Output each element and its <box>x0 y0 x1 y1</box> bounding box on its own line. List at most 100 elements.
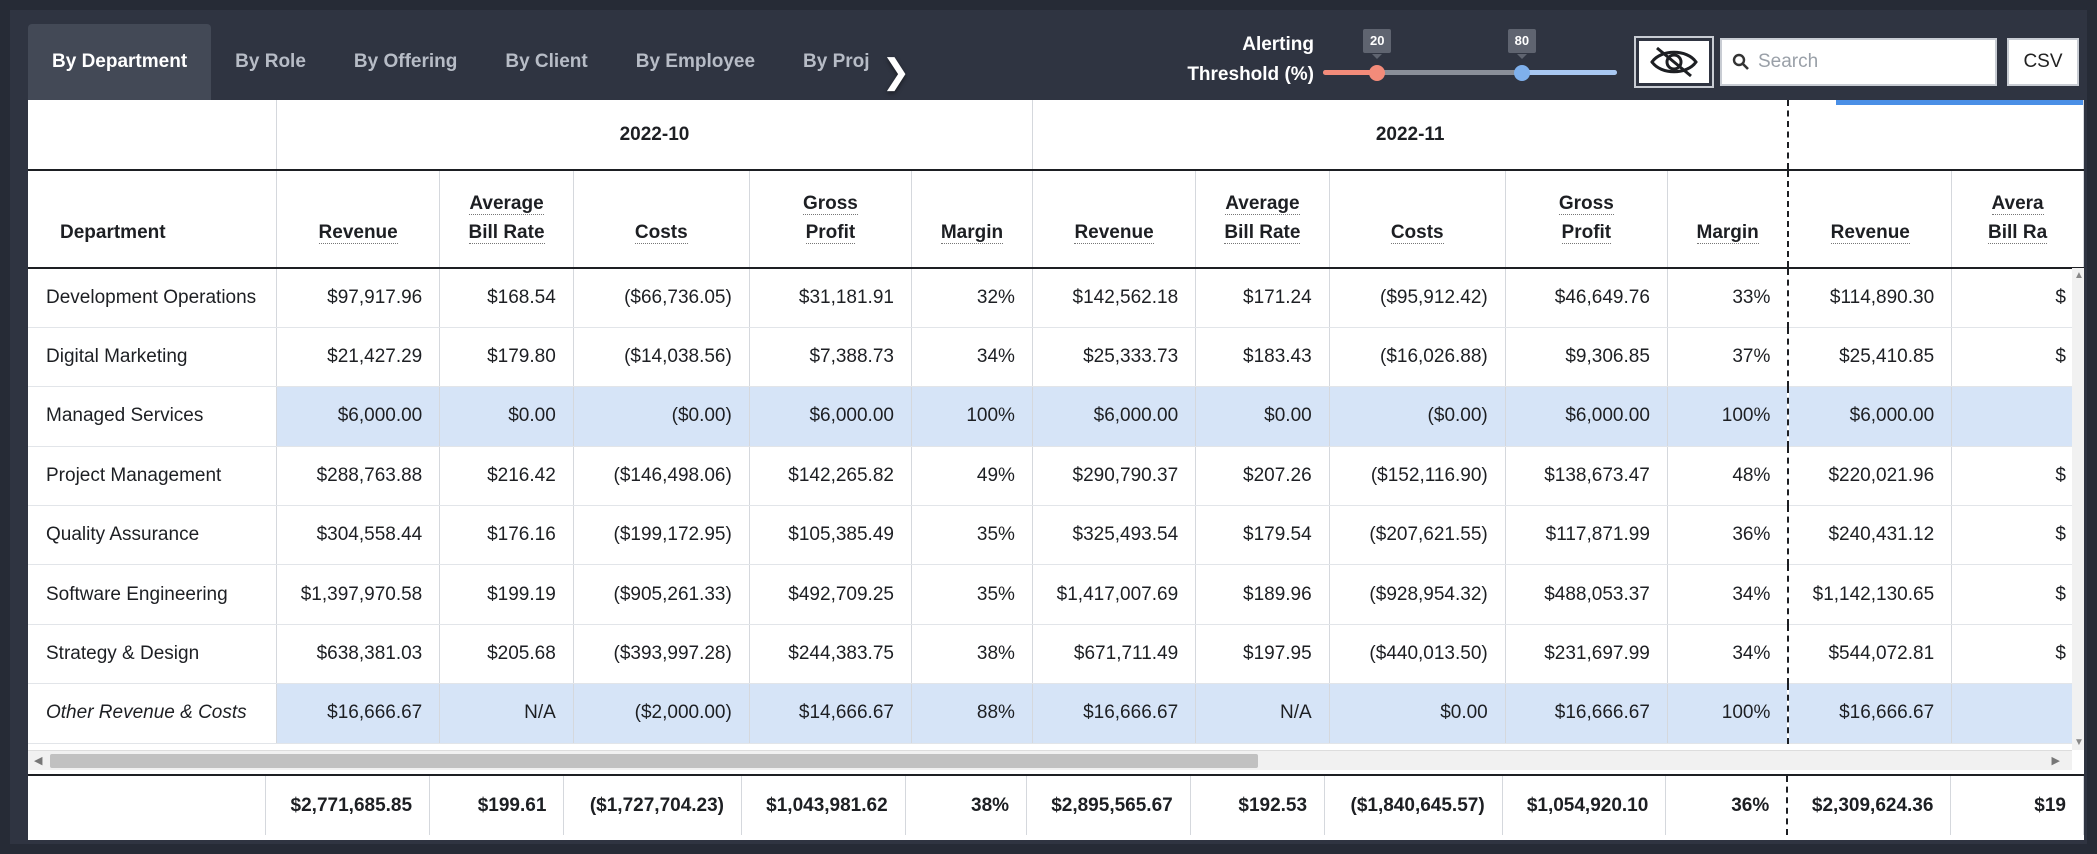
table-cell: $14,666.67 <box>749 683 912 744</box>
tab-by-employee[interactable]: By Employee <box>635 51 756 72</box>
column-header-gross-profit[interactable]: Gross Profit <box>749 170 912 269</box>
search-box[interactable] <box>1720 38 1997 86</box>
column-header-revenue[interactable]: Revenue <box>1031 170 1197 269</box>
tab-by-role[interactable]: By Role <box>235 51 306 72</box>
column-header-revenue[interactable]: Revenue <box>1787 170 1953 269</box>
column-header-average-bill-rate[interactable]: Average Bill Rate <box>439 170 574 269</box>
column-header-costs[interactable]: Costs <box>573 170 750 269</box>
table-cell: $197.95 <box>1195 624 1330 685</box>
csv-export-button[interactable]: CSV <box>2007 38 2079 86</box>
column-header-margin[interactable]: Margin <box>911 170 1033 269</box>
tab-by-client[interactable]: By Client <box>505 51 588 72</box>
table-cell: 100% <box>911 386 1033 447</box>
column-header-gross-profit[interactable]: Gross Profit <box>1505 170 1668 269</box>
table-cell: ($440,013.50) <box>1329 624 1506 685</box>
totals-label <box>28 775 267 835</box>
column-header-revenue[interactable]: Revenue <box>276 170 441 269</box>
tab-by-department[interactable]: By Department <box>28 24 212 100</box>
table-cell: $207.26 <box>1195 446 1330 507</box>
total-cell: $192.53 <box>1190 775 1326 835</box>
table-row[interactable]: Strategy & Design $638,381.03 $205.68 ($393… <box>28 624 2084 685</box>
low-threshold-value: 20 <box>1363 29 1392 59</box>
eye-off-icon <box>1650 46 1698 78</box>
alerting-threshold-label: Alerting Threshold (%) <box>1180 30 1314 90</box>
table-cell: $492,709.25 <box>749 564 912 625</box>
table-cell: $16,666.67 <box>276 683 441 744</box>
table-row[interactable]: Development Operations $97,917.96 $168.54(… <box>28 268 2084 328</box>
table-cell: $1,417,007.69 <box>1031 564 1197 625</box>
table-cell: ($0.00) <box>1329 386 1506 447</box>
department-column-header[interactable]: Department <box>28 170 278 269</box>
table-cell: $216.42 <box>439 446 574 507</box>
table-cell: 48% <box>1667 446 1789 507</box>
table-cell: $240,431.12 <box>1787 505 1953 566</box>
table-cell: 34% <box>1667 624 1789 685</box>
table-cell: ($14,038.56) <box>573 327 750 388</box>
table-cell: 32% <box>911 268 1033 328</box>
tab-by-proj[interactable]: By Proj <box>803 51 870 72</box>
table-row[interactable]: Software Engineering $1,397,970.58 $199.19… <box>28 564 2084 625</box>
slider-track[interactable] <box>1323 70 1617 75</box>
table-cell: $142,562.18 <box>1031 268 1197 328</box>
low-threshold-handle[interactable] <box>1369 65 1386 81</box>
table-cell: 88% <box>911 683 1033 744</box>
high-threshold-handle[interactable] <box>1513 65 1530 81</box>
row-label: Other Revenue & Costs <box>28 683 278 744</box>
search-input[interactable] <box>1758 51 1988 73</box>
column-header-avera-bill-ra[interactable]: Avera Bill Ra <box>1951 170 2084 269</box>
table-row[interactable]: Project Management $288,763.88 $216.42 ($14… <box>28 446 2084 507</box>
table-cell: 35% <box>911 505 1033 566</box>
table-cell: 37% <box>1667 327 1789 388</box>
scroll-right-icon[interactable]: ▶ <box>2051 755 2060 767</box>
horizontal-scrollbar[interactable]: ◀ ▶ <box>28 750 2072 770</box>
total-cell: $1,054,920.10 <box>1502 775 1667 835</box>
table-cell: ($66,736.05) <box>573 268 750 328</box>
column-header-costs[interactable]: Costs <box>1329 170 1506 269</box>
table-cell: $1,397,970.58 <box>276 564 441 625</box>
column-header-text: Bill Ra <box>1988 222 2048 244</box>
table-cell: $205.68 <box>439 624 574 685</box>
row-label: Development Operations <box>28 268 278 328</box>
scroll-up-icon[interactable]: ▲ <box>2074 270 2084 281</box>
alerting-threshold-slider[interactable]: 20 80 <box>1323 29 1617 82</box>
column-header-margin[interactable]: Margin <box>1667 170 1789 269</box>
high-threshold-value: 80 <box>1507 29 1536 59</box>
vertical-scrollbar[interactable]: ▲ ▼ <box>2072 268 2084 750</box>
column-header-text: Gross <box>1558 193 1614 215</box>
table-cell: $9,306.85 <box>1505 327 1668 388</box>
table-row[interactable]: Digital Marketing $21,427.29 $179.80 ($14,0… <box>28 327 2084 388</box>
table-cell: 36% <box>1667 505 1789 566</box>
column-header-row: Department Revenue Average Bill Rate Costs Gr… <box>28 170 2084 269</box>
total-cell: 38% <box>905 775 1028 835</box>
alerting-label-line1: Alerting <box>1242 34 1314 55</box>
table-cell: $168.54 <box>439 268 574 328</box>
column-header-text: Margin <box>1696 222 1759 244</box>
table-cell: $ <box>1951 624 2084 685</box>
month-header-row: 2022-10 2022-11 <box>28 100 2084 171</box>
scroll-left-icon[interactable]: ◀ <box>34 755 43 767</box>
table-row[interactable]: Other Revenue & Costs $16,666.67 N/A ($2,00… <box>28 683 2084 744</box>
table-cell: $179.54 <box>1195 505 1330 566</box>
table-cell: N/A <box>439 683 574 744</box>
toggle-visibility-button[interactable] <box>1634 36 1714 88</box>
table-cell: $288,763.88 <box>276 446 441 507</box>
column-header-text: Bill Rate <box>1224 222 1301 244</box>
table-cell: $290,790.37 <box>1031 446 1197 507</box>
tabs-scroll-right-icon[interactable]: ❯ <box>881 53 911 91</box>
column-header-text: Costs <box>1390 222 1444 244</box>
column-header-average-bill-rate[interactable]: Average Bill Rate <box>1195 170 1330 269</box>
horizontal-scroll-thumb[interactable] <box>50 754 1258 768</box>
table-cell: $488,053.37 <box>1505 564 1668 625</box>
month-header-blank <box>28 100 278 171</box>
column-header-text: Revenue <box>1074 222 1154 244</box>
total-cell: ($1,840,645.57) <box>1324 775 1503 835</box>
table-cell: $171.24 <box>1195 268 1330 328</box>
table-cell: $ <box>1951 505 2084 566</box>
table-row[interactable]: Quality Assurance $304,558.44 $176.16 ($199… <box>28 505 2084 566</box>
scroll-down-icon[interactable]: ▼ <box>2074 737 2084 748</box>
row-label: Digital Marketing <box>28 327 278 388</box>
table-row[interactable]: Managed Services $6,000.00 $0.00 ($0.00) $6,… <box>28 386 2084 447</box>
table-cell: 100% <box>1667 386 1789 447</box>
table-cell: $304,558.44 <box>276 505 441 566</box>
tab-by-offering[interactable]: By Offering <box>353 51 458 72</box>
